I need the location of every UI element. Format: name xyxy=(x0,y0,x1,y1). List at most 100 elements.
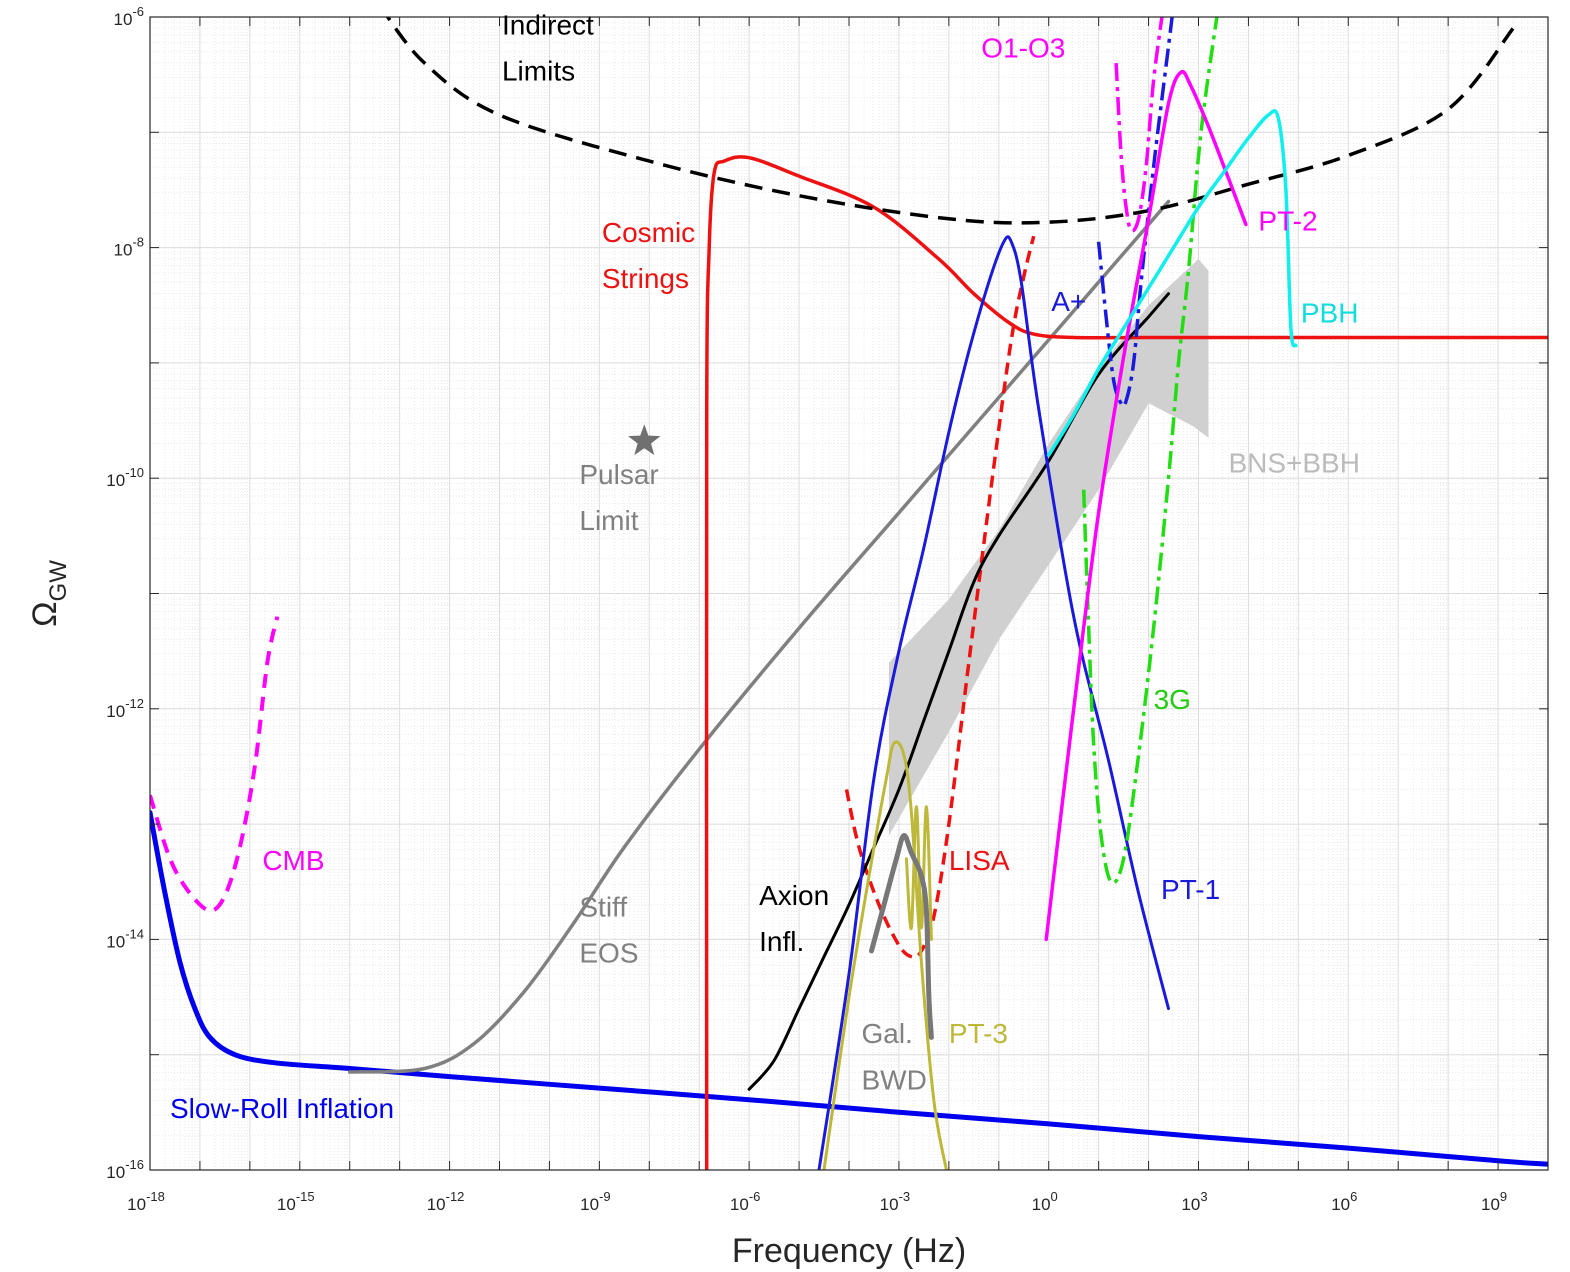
annotation-pbh: PBH xyxy=(1301,298,1359,329)
tick-base: 10 xyxy=(427,1195,446,1214)
annotation-o1-o3: O1-O3 xyxy=(981,32,1065,63)
x-tick-label: 10-6 xyxy=(730,1189,760,1214)
tick-exponent: -12 xyxy=(125,696,144,711)
tick-base: 10 xyxy=(1181,1195,1200,1214)
tick-exponent: 3 xyxy=(1200,1189,1207,1204)
annotation-pt-1: PT-1 xyxy=(1161,874,1220,905)
series-3g xyxy=(1081,17,1219,885)
tick-base: 10 xyxy=(106,471,125,490)
annotation-stiff: Stiff xyxy=(579,891,627,922)
annotations-layer: Indirect Limits Cosmic Strings Pulsar Limit St… xyxy=(170,9,1360,1124)
series-cmb xyxy=(150,616,280,913)
series-cosmic-strings xyxy=(704,155,1548,1170)
tick-exponent: 0 xyxy=(1051,1189,1058,1204)
y-tick-label: 10-16 xyxy=(106,1157,144,1182)
annotation-bns-bbh: BNS+BBH xyxy=(1228,447,1360,478)
tick-exponent: -14 xyxy=(125,926,144,941)
tick-base: 10 xyxy=(114,241,133,260)
tick-exponent: 6 xyxy=(1350,1189,1357,1204)
x-tick-label: 10-18 xyxy=(127,1189,165,1214)
tick-exponent: 9 xyxy=(1500,1189,1507,1204)
annotation-indirect: Indirect xyxy=(502,9,594,40)
y-tick-label: 10-8 xyxy=(114,235,144,260)
tick-exponent: -10 xyxy=(125,465,144,480)
series-pt-1 xyxy=(817,235,1170,1170)
y-label-subscript: GW xyxy=(45,560,72,602)
annotation-limit: Limit xyxy=(579,505,638,536)
tick-exponent: -9 xyxy=(599,1189,611,1204)
tick-base: 10 xyxy=(580,1195,599,1214)
pulsar-limit-star-marker xyxy=(628,424,661,456)
x-tick-labels: 10-18 10-15 10-12 10-9 10-6 10-3 100 103 106 109 xyxy=(127,1189,1507,1214)
x-tick-label: 10-9 xyxy=(580,1189,610,1214)
annotation-gal-: Gal. xyxy=(861,1018,912,1049)
tick-base: 10 xyxy=(114,10,133,29)
y-tick-label: 10-10 xyxy=(106,465,144,490)
tick-exponent: -18 xyxy=(146,1189,165,1204)
x-tick-label: 103 xyxy=(1181,1189,1207,1214)
annotation-pt-2: PT-2 xyxy=(1258,205,1317,236)
tick-base: 10 xyxy=(1481,1195,1500,1214)
tick-exponent: -3 xyxy=(899,1189,911,1204)
tick-base: 10 xyxy=(106,932,125,951)
tick-base: 10 xyxy=(730,1195,749,1214)
series-pt-3 xyxy=(822,740,948,1170)
y-axis-label: ΩGW xyxy=(26,560,72,627)
x-axis-label: Frequency (Hz) xyxy=(732,1232,966,1270)
annotation-lisa: LISA xyxy=(949,845,1010,876)
series-gal-bwd xyxy=(869,833,934,1040)
y-tick-label: 10-12 xyxy=(106,696,144,721)
x-tick-label: 100 xyxy=(1032,1189,1058,1214)
annotation-bwd: BWD xyxy=(861,1064,926,1095)
annotation-pt-3: PT-3 xyxy=(949,1018,1008,1049)
band-bns-bbh xyxy=(888,259,1209,836)
series-stiff-eos xyxy=(347,199,1171,1074)
annotation-eos: EOS xyxy=(579,937,638,968)
annotation-3g: 3G xyxy=(1154,684,1191,715)
tick-base: 10 xyxy=(106,702,125,721)
annotation-limits: Limits xyxy=(502,55,575,86)
x-tick-label: 106 xyxy=(1331,1189,1357,1214)
series-a- xyxy=(1096,17,1174,408)
y-tick-label: 10-14 xyxy=(106,926,144,951)
annotation-pulsar: Pulsar xyxy=(579,459,658,490)
annotation-infl-: Infl. xyxy=(759,926,804,957)
tick-exponent: -8 xyxy=(132,235,144,250)
tick-exponent: -15 xyxy=(296,1189,315,1204)
annotation-cosmic: Cosmic xyxy=(602,217,695,248)
series-indirect-limits xyxy=(385,17,1515,225)
tick-exponent: -6 xyxy=(132,4,144,19)
tick-exponent: -12 xyxy=(446,1189,465,1204)
tick-base: 10 xyxy=(1032,1195,1051,1214)
annotation-axion: Axion xyxy=(759,880,829,911)
annotation-strings: Strings xyxy=(602,263,689,294)
bands-layer xyxy=(888,259,1209,836)
y-tick-label: 10-6 xyxy=(114,4,144,29)
series-pbh xyxy=(1046,109,1298,457)
series-o1-o3 xyxy=(1114,17,1164,233)
tick-base: 10 xyxy=(106,1163,125,1182)
plot-frame xyxy=(149,16,1549,1171)
y-label-symbol: Ω xyxy=(26,601,64,626)
series-pt-3-spikes xyxy=(904,805,933,941)
markers-layer xyxy=(628,424,661,456)
series-layer xyxy=(150,17,1548,1170)
tick-base: 10 xyxy=(1331,1195,1350,1214)
annotation-a-: A+ xyxy=(1051,286,1086,317)
series-lisa xyxy=(844,235,1036,959)
series-pt-2 xyxy=(1044,69,1248,942)
x-tick-label: 10-3 xyxy=(880,1189,910,1214)
tick-base: 10 xyxy=(277,1195,296,1214)
tick-exponent: -6 xyxy=(749,1189,761,1204)
x-tick-label: 10-12 xyxy=(427,1189,465,1214)
tick-exponent: -16 xyxy=(125,1157,144,1172)
annotation-slow-roll-inflation: Slow-Roll Inflation xyxy=(170,1093,394,1124)
x-tick-label: 10-15 xyxy=(277,1189,315,1214)
annotation-cmb: CMB xyxy=(262,845,324,876)
tick-base: 10 xyxy=(127,1195,146,1214)
x-tick-label: 109 xyxy=(1481,1189,1507,1214)
series-slow-roll-inflation xyxy=(150,810,1548,1167)
tick-base: 10 xyxy=(880,1195,899,1214)
